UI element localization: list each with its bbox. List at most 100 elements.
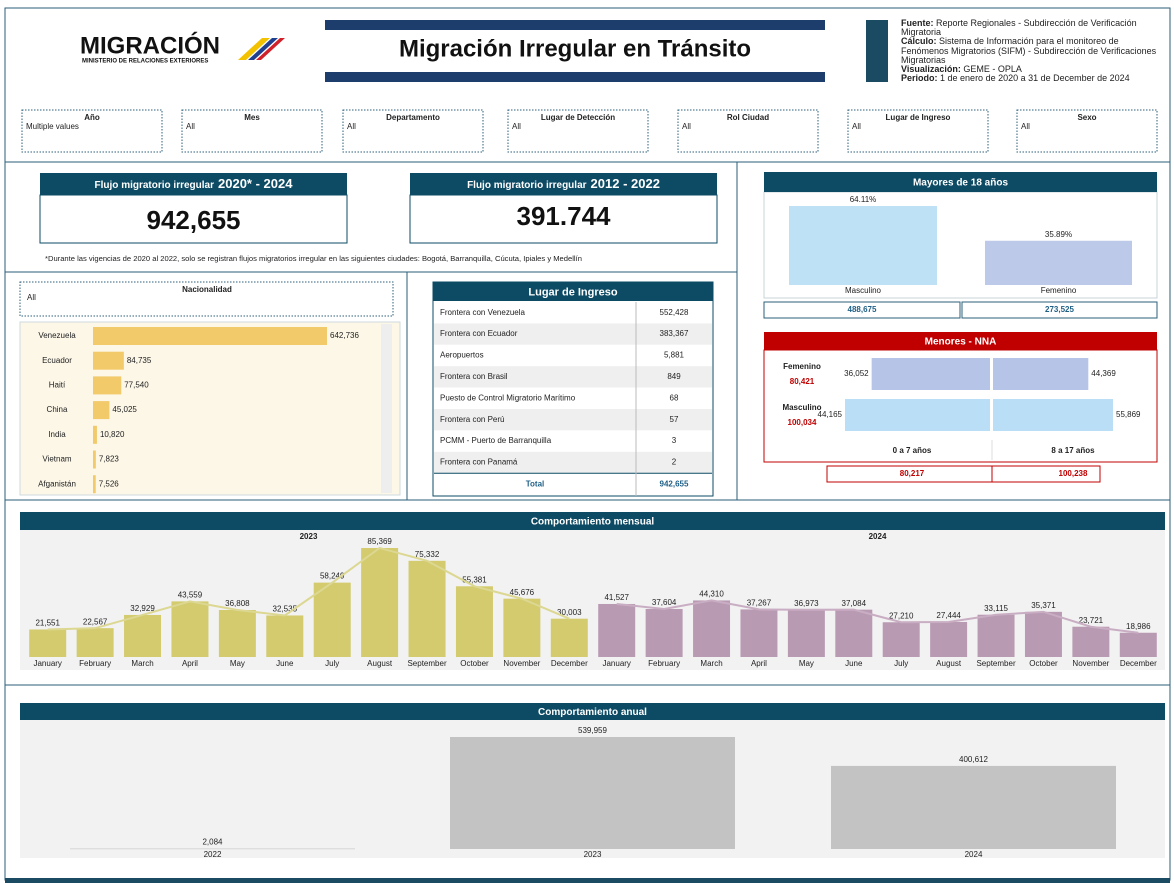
category-label: Femenino — [783, 362, 821, 371]
value-label: 21,551 — [35, 619, 60, 628]
category-label: 2022 — [204, 850, 222, 859]
panel-header — [20, 512, 1165, 530]
source-line: Visualización: GEME - OPLA — [901, 64, 1163, 75]
table-cell: 2 — [672, 458, 677, 467]
table-cell: 849 — [667, 372, 681, 381]
value-label: 23,721 — [1079, 616, 1104, 625]
source-line: Periodo: 1 de enero de 2020 a 31 de Dece… — [901, 74, 1163, 83]
value-label: 85,369 — [367, 537, 392, 546]
table-cell: Puesto de Control Migratorio Marítimo — [440, 393, 576, 402]
value-label: 27,210 — [889, 611, 914, 620]
table-cell: Frontera con Venezuela — [440, 308, 525, 317]
bar — [977, 614, 1015, 657]
bar — [408, 560, 446, 657]
filter-box — [507, 109, 649, 153]
table-cell: 552,428 — [660, 308, 689, 317]
value-label: 33,115 — [984, 604, 1008, 613]
filter-value: All — [347, 122, 356, 131]
filter-box — [847, 109, 989, 153]
table-cell: PCMM - Puerto de Barranquilla — [440, 436, 552, 445]
x-tick-label: November — [1072, 659, 1109, 668]
count-box — [961, 301, 1158, 319]
x-tick-label: December — [551, 659, 588, 668]
logo: MIGRACIÓN — [80, 31, 220, 59]
bar — [993, 358, 1089, 390]
scrollbar — [381, 324, 392, 493]
category-label: 2023 — [584, 850, 602, 859]
source-label: Cálculo: — [901, 36, 937, 47]
category-label: Masculino — [782, 403, 821, 412]
filter-label: Lugar de Ingreso — [886, 113, 951, 122]
x-tick-label: July — [325, 659, 339, 668]
series-total: 80,217 — [900, 469, 925, 478]
bar — [1119, 632, 1157, 657]
bar — [787, 609, 825, 657]
category-label: Venezuela — [38, 331, 76, 340]
bar — [1072, 626, 1110, 657]
kpi-title: Flujo migratorio irregular 2020* - 2024 — [95, 176, 294, 191]
kpi-header — [40, 173, 347, 195]
bar — [871, 358, 990, 390]
value-label: 400,612 — [959, 755, 988, 764]
x-tick-label: March — [700, 659, 722, 668]
x-tick-label: February — [648, 659, 680, 668]
filter-label: Nacionalidad — [182, 285, 232, 294]
value-label: 64.11% — [850, 195, 877, 204]
filter-value: All — [1021, 122, 1030, 131]
bar — [455, 586, 493, 657]
series-label: 8 a 17 años — [1051, 446, 1095, 455]
trend-line — [616, 599, 1139, 634]
value-label: 45,025 — [112, 405, 137, 414]
filter-value: Multiple values — [26, 122, 79, 131]
nationality-panel — [19, 321, 401, 496]
value-label: 41,527 — [604, 593, 629, 602]
source-marker — [866, 20, 888, 82]
panel-title: Lugar de Ingreso — [528, 286, 618, 298]
category-label: Ecuador — [42, 356, 72, 365]
value-label: 35.89% — [1045, 230, 1072, 239]
value-label: 27,444 — [936, 611, 961, 620]
table-cell: Frontera con Panamá — [440, 458, 518, 467]
source-line: Fuente: Reporte Regionales - Subdirecció… — [901, 18, 1163, 37]
value-label: 44,165 — [818, 410, 843, 419]
source-label: Visualización: — [901, 64, 961, 75]
filter-label: Año — [84, 113, 100, 122]
kpi-value: 942,655 — [147, 205, 241, 235]
category-total: 80,421 — [790, 377, 815, 386]
filter-value: All — [682, 122, 691, 131]
value-label: 37,084 — [842, 599, 867, 608]
x-tick-label: November — [503, 659, 540, 668]
page-title: Migración Irregular en Tránsito — [399, 35, 751, 62]
value-label: 35,371 — [1031, 601, 1056, 610]
kpi-label: Flujo migratorio irregular — [467, 180, 587, 191]
table-total: 942,655 — [660, 479, 689, 488]
filter-value: All — [186, 122, 195, 131]
source-text: 1 de enero de 2020 a 31 de December de 2… — [940, 73, 1130, 84]
table-row — [434, 344, 712, 367]
bar — [789, 206, 937, 285]
x-tick-label: March — [131, 659, 153, 668]
value-label: 642,736 — [330, 331, 359, 340]
table-cell: Aeropuertos — [440, 351, 484, 360]
bar — [985, 240, 1132, 285]
value-label: 75,332 — [415, 550, 440, 559]
bar — [845, 399, 990, 431]
category-label: Afganistán — [38, 479, 76, 488]
bar — [171, 601, 209, 657]
value-label: 43,559 — [178, 590, 203, 599]
source-label: Fuente: — [901, 18, 934, 28]
bar — [550, 618, 588, 657]
bar — [93, 425, 97, 444]
table-row — [434, 409, 712, 431]
count-value: 488,675 — [848, 305, 877, 314]
series-label: 2023 — [300, 532, 318, 541]
bar — [93, 401, 110, 420]
bar — [93, 450, 96, 469]
category-label: India — [48, 430, 66, 439]
x-tick-label: May — [230, 659, 245, 668]
title-bar — [325, 20, 825, 30]
bar — [503, 598, 541, 657]
source-text: GEME - OPLA — [963, 64, 1022, 75]
filter-value: All — [27, 293, 36, 302]
